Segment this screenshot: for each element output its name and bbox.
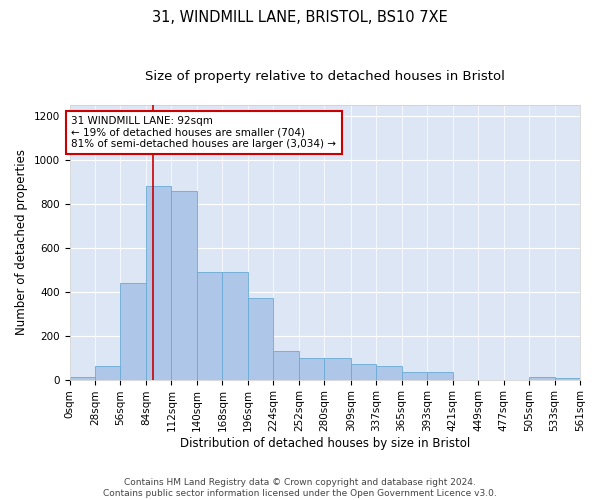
Bar [95, 366, 121, 380]
Bar [223, 272, 248, 380]
Bar [325, 358, 350, 380]
Bar [299, 358, 325, 380]
Text: 31, WINDMILL LANE, BRISTOL, BS10 7XE: 31, WINDMILL LANE, BRISTOL, BS10 7XE [152, 10, 448, 25]
Bar [70, 378, 95, 380]
Bar [197, 272, 223, 380]
Bar [172, 190, 197, 380]
Text: 31 WINDMILL LANE: 92sqm
← 19% of detached houses are smaller (704)
81% of semi-d: 31 WINDMILL LANE: 92sqm ← 19% of detache… [71, 116, 337, 149]
Bar [121, 283, 146, 380]
Y-axis label: Number of detached properties: Number of detached properties [15, 150, 28, 336]
Title: Size of property relative to detached houses in Bristol: Size of property relative to detached ho… [145, 70, 505, 83]
Bar [427, 372, 452, 380]
Bar [274, 351, 299, 380]
Bar [401, 372, 427, 380]
X-axis label: Distribution of detached houses by size in Bristol: Distribution of detached houses by size … [179, 437, 470, 450]
Bar [376, 366, 401, 380]
Bar [248, 298, 274, 380]
Bar [146, 186, 172, 380]
Bar [350, 364, 376, 380]
Bar [529, 378, 554, 380]
Text: Contains HM Land Registry data © Crown copyright and database right 2024.
Contai: Contains HM Land Registry data © Crown c… [103, 478, 497, 498]
Bar [554, 378, 580, 380]
